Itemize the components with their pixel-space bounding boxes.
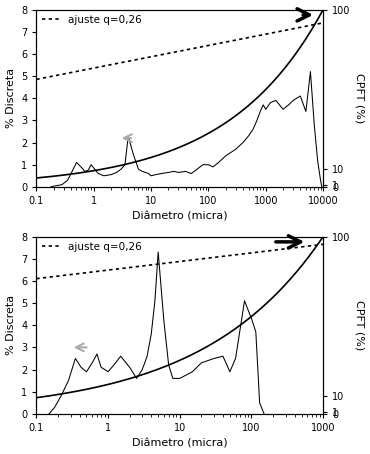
- X-axis label: Diâmetro (micra): Diâmetro (micra): [132, 212, 228, 222]
- Legend: ajuste q=0,26: ajuste q=0,26: [40, 240, 144, 254]
- Y-axis label: CPFT (%): CPFT (%): [354, 300, 364, 350]
- Legend: ajuste q=0,26: ajuste q=0,26: [40, 13, 144, 27]
- Y-axis label: CPFT (%): CPFT (%): [354, 73, 364, 123]
- Y-axis label: % Discreta: % Discreta: [6, 295, 16, 355]
- Y-axis label: % Discreta: % Discreta: [6, 68, 16, 128]
- X-axis label: Diâmetro (micra): Diâmetro (micra): [132, 439, 228, 449]
